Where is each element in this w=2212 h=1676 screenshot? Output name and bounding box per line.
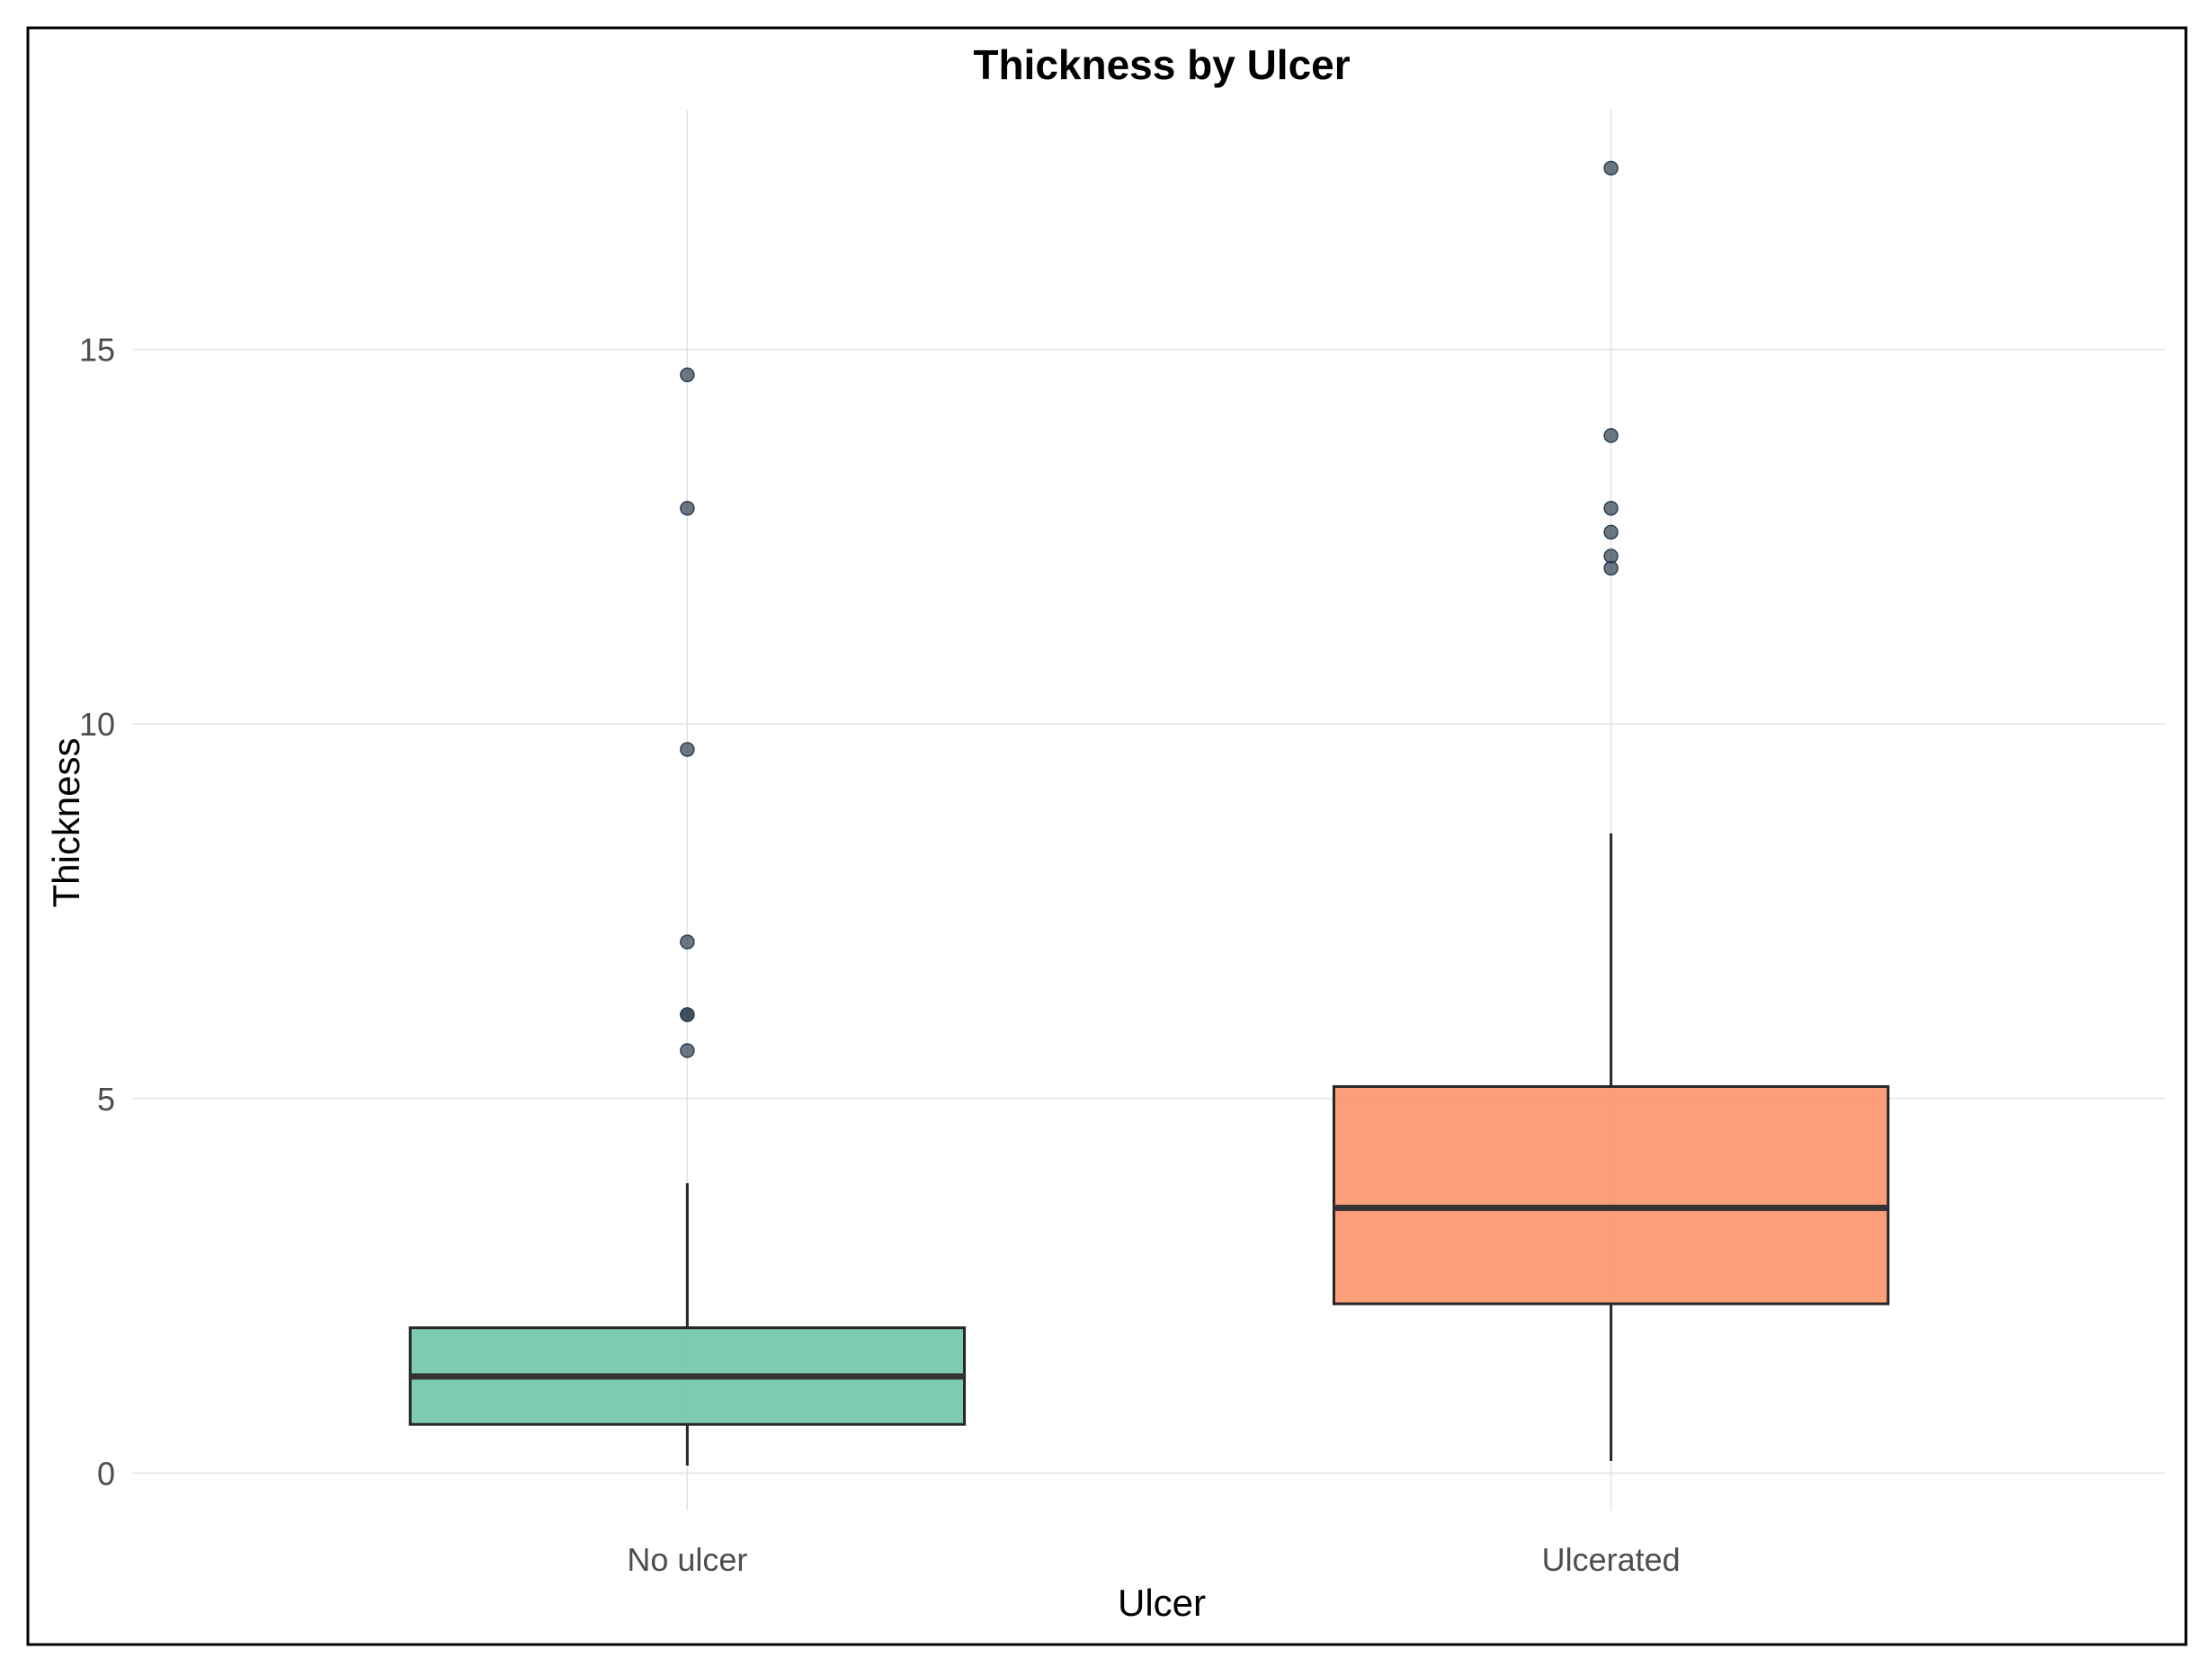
box-1 — [1332, 1084, 1890, 1306]
outlier-point-0-4 — [680, 742, 695, 757]
outlier-point-0-2 — [680, 1007, 695, 1022]
grid-lines — [133, 110, 2165, 1511]
outlier-point-1-5 — [1603, 160, 1619, 176]
outlier-point-0-3 — [680, 934, 695, 949]
x-axis-label: Ulcer — [1118, 1582, 1206, 1624]
outlier-point-1-3 — [1603, 500, 1619, 516]
y-tick-label-3: 15 — [79, 332, 115, 369]
y-tick-label-0: 0 — [97, 1455, 115, 1492]
box-group-0 — [408, 367, 967, 1466]
tick-labels: 0 5 10 15 No ulcer Ulcerated — [79, 332, 1681, 1578]
y-tick-label-1: 5 — [97, 1081, 115, 1118]
boxes — [408, 160, 1890, 1466]
outlier-point-1-4 — [1603, 428, 1619, 443]
outlier-point-1-1 — [1603, 548, 1619, 564]
outlier-point-0-5 — [680, 500, 695, 516]
box-group-1 — [1332, 160, 1890, 1462]
x-tick-label-0: No ulcer — [627, 1541, 747, 1578]
outlier-point-0-6 — [680, 367, 695, 383]
chart-frame — [26, 26, 2188, 1646]
outlier-point-1-2 — [1603, 524, 1619, 540]
y-axis-label: Thickness — [45, 737, 87, 907]
outlier-point-0-0 — [680, 1043, 695, 1058]
x-tick-label-1: Ulcerated — [1542, 1541, 1681, 1578]
chart-title: Thickness by Ulcer — [973, 41, 1350, 88]
y-tick-label-2: 10 — [79, 706, 115, 743]
